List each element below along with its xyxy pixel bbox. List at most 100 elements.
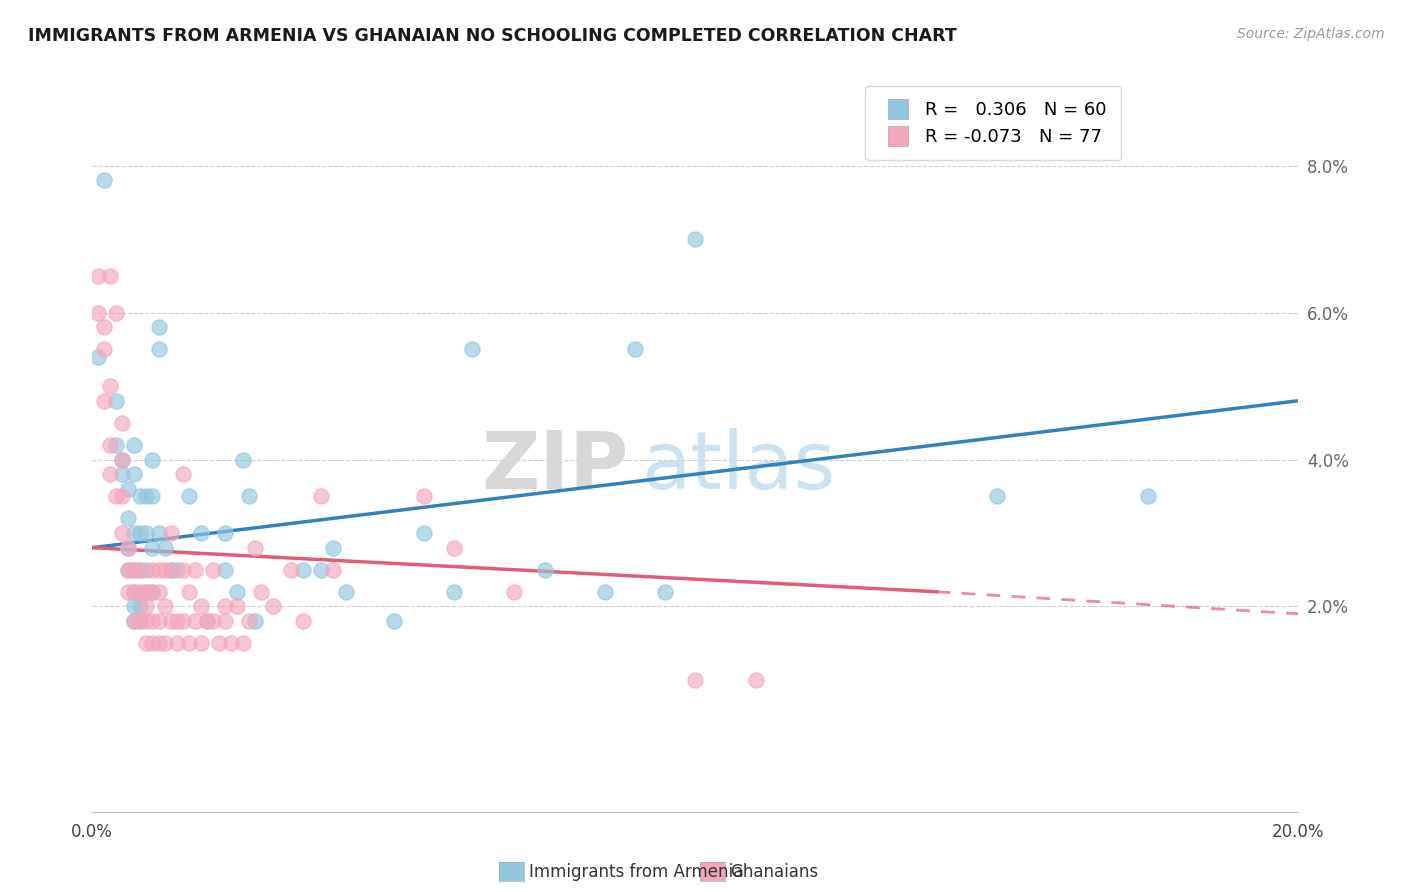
Point: [98, 268, 121, 283]
Point: [111, 489, 134, 503]
Point: [311, 563, 333, 577]
Point: [111, 526, 134, 541]
Point: [201, 614, 224, 628]
Point: [111, 467, 134, 482]
Point: [166, 614, 188, 628]
Point: [135, 563, 157, 577]
Point: [87, 268, 110, 283]
Point: [166, 636, 188, 650]
Point: [172, 467, 194, 482]
Point: [214, 526, 236, 541]
Point: [117, 541, 139, 555]
Point: [105, 305, 128, 319]
Point: [135, 599, 157, 614]
Point: [141, 452, 163, 467]
Point: [238, 614, 260, 628]
Point: [124, 563, 146, 577]
Point: [685, 673, 707, 687]
Point: [413, 526, 436, 541]
Point: [98, 379, 121, 393]
Point: [153, 599, 176, 614]
Point: [214, 599, 236, 614]
Point: [208, 636, 231, 650]
Point: [117, 541, 139, 555]
Point: [105, 393, 128, 408]
Point: [503, 584, 526, 599]
Point: [141, 636, 163, 650]
Point: [153, 636, 176, 650]
Point: [443, 584, 465, 599]
Point: [533, 563, 555, 577]
Point: [322, 563, 344, 577]
Point: [214, 563, 236, 577]
Point: [117, 511, 139, 525]
Point: [172, 614, 194, 628]
Point: [117, 563, 139, 577]
Point: [148, 563, 170, 577]
Point: [135, 526, 157, 541]
Point: [226, 584, 249, 599]
Point: [201, 563, 224, 577]
Point: [135, 614, 157, 628]
Point: [172, 563, 194, 577]
Point: [190, 636, 212, 650]
Point: [624, 343, 647, 357]
Point: [129, 526, 152, 541]
Point: [93, 173, 115, 187]
Point: [129, 489, 152, 503]
Point: [166, 563, 188, 577]
Point: [461, 343, 484, 357]
Point: [148, 343, 170, 357]
Point: [292, 614, 315, 628]
Point: [238, 489, 260, 503]
Point: [124, 614, 146, 628]
Point: [124, 526, 146, 541]
Point: [124, 584, 146, 599]
Point: [148, 320, 170, 334]
Point: [98, 438, 121, 452]
Point: [153, 563, 176, 577]
Point: [87, 305, 110, 319]
Point: [322, 541, 344, 555]
Point: [219, 636, 242, 650]
Legend: R =   0.306   N = 60, R = -0.073   N = 77: R = 0.306 N = 60, R = -0.073 N = 77: [865, 87, 1121, 161]
Point: [159, 614, 181, 628]
Point: [250, 584, 273, 599]
Point: [232, 452, 254, 467]
Point: [135, 489, 157, 503]
Point: [311, 489, 333, 503]
Point: [111, 452, 134, 467]
Point: [135, 636, 157, 650]
Point: [111, 452, 134, 467]
Point: [654, 584, 676, 599]
Text: Ghanaians: Ghanaians: [730, 863, 818, 881]
Point: [195, 614, 218, 628]
Point: [141, 541, 163, 555]
Point: [135, 584, 157, 599]
Point: [744, 673, 766, 687]
Point: [129, 614, 152, 628]
Point: [292, 563, 315, 577]
Point: [117, 563, 139, 577]
Point: [135, 584, 157, 599]
Text: IMMIGRANTS FROM ARMENIA VS GHANAIAN NO SCHOOLING COMPLETED CORRELATION CHART: IMMIGRANTS FROM ARMENIA VS GHANAIAN NO S…: [28, 27, 957, 45]
Point: [443, 541, 465, 555]
Point: [214, 614, 236, 628]
Point: [195, 614, 218, 628]
Point: [280, 563, 302, 577]
Point: [262, 599, 284, 614]
Point: [243, 614, 266, 628]
Point: [382, 614, 405, 628]
Point: [141, 584, 163, 599]
Text: atlas: atlas: [641, 428, 835, 506]
Point: [93, 320, 115, 334]
Point: [129, 599, 152, 614]
Point: [129, 584, 152, 599]
Point: [124, 584, 146, 599]
Point: [177, 584, 200, 599]
Point: [148, 526, 170, 541]
Point: [124, 614, 146, 628]
Point: [148, 584, 170, 599]
Point: [243, 541, 266, 555]
Point: [141, 563, 163, 577]
